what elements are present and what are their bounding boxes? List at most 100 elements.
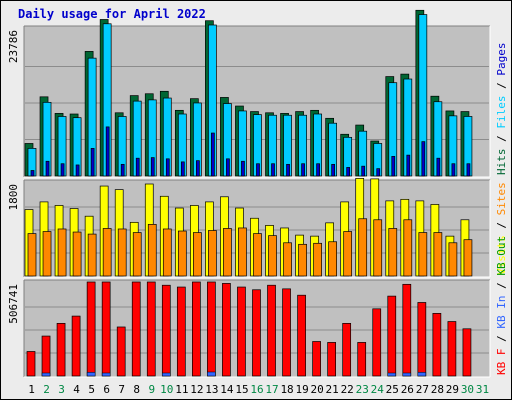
bar-kb-f xyxy=(131,281,141,377)
day-label: 7 xyxy=(118,383,125,396)
bar-pages xyxy=(376,168,381,177)
bar-kb-in xyxy=(207,371,216,377)
day-label: 5 xyxy=(88,383,95,396)
legend-entry: / xyxy=(495,329,508,349)
bar-kb-f xyxy=(176,286,186,377)
bar-sites xyxy=(448,242,458,277)
bar-sites xyxy=(72,231,82,277)
bar-sites xyxy=(177,230,187,277)
y-max-label: 1800 xyxy=(7,184,20,211)
bar-pages xyxy=(271,163,275,177)
bar-pages xyxy=(361,165,366,177)
bar-kb-in xyxy=(387,372,397,377)
bar-kb-f xyxy=(252,289,261,377)
bar-pages xyxy=(406,154,411,177)
bar-pages xyxy=(331,163,335,177)
bar-kb-f xyxy=(327,342,336,377)
day-label: 6 xyxy=(103,383,110,396)
bar-kb-f xyxy=(41,335,51,377)
bar-sites xyxy=(403,219,413,277)
y-max-label: 506741 xyxy=(7,284,20,324)
bar-pages xyxy=(421,141,426,177)
bar-kb-f xyxy=(342,322,352,377)
bar-sites xyxy=(463,239,473,277)
bar-kb-f xyxy=(56,322,66,377)
bar-pages xyxy=(211,132,215,177)
bar-kb-in xyxy=(41,372,51,377)
bar-kb-f xyxy=(297,294,306,377)
bar-kb-f xyxy=(357,342,367,377)
day-label: 26 xyxy=(401,383,414,396)
bar-kb-f xyxy=(312,341,321,377)
bar-pages xyxy=(180,161,185,177)
bar-sites xyxy=(298,243,307,277)
legend-entry: / xyxy=(495,76,508,96)
bar-kb-f xyxy=(116,326,126,377)
bar-sites xyxy=(57,228,67,277)
bar-sites xyxy=(147,224,157,277)
bar-sites xyxy=(253,233,262,277)
bar-sites xyxy=(87,233,97,277)
bar-pages xyxy=(196,160,200,177)
bar-kb-f xyxy=(222,283,231,377)
bar-pages xyxy=(286,163,290,177)
bar-kb-f xyxy=(101,281,111,377)
bar-pages xyxy=(45,160,50,177)
day-label: 25 xyxy=(386,383,399,396)
bar-sites xyxy=(27,233,37,277)
bar-kb-f xyxy=(447,321,457,377)
legend-entry: Hits xyxy=(495,149,508,176)
bar-sites xyxy=(238,227,247,277)
day-label: 27 xyxy=(416,383,429,396)
bar-sites xyxy=(42,231,52,277)
legend-hits-files-pages: Hits / Files / Pages xyxy=(495,43,508,176)
day-label: 9 xyxy=(148,383,155,396)
day-label: 4 xyxy=(73,383,80,396)
bar-kb-f xyxy=(282,288,291,377)
bar-kb-f xyxy=(402,283,412,377)
bar-sites xyxy=(358,218,368,277)
bar-pages xyxy=(30,170,35,177)
day-label: 20 xyxy=(311,383,324,396)
bar-pages xyxy=(150,157,155,177)
day-label: 28 xyxy=(431,383,444,396)
bar-sites xyxy=(193,232,202,277)
bar-sites xyxy=(117,228,127,277)
bar-pages xyxy=(451,163,456,177)
day-label: 14 xyxy=(220,383,234,396)
bar-kb-f xyxy=(432,313,442,377)
bar-pages xyxy=(391,156,396,177)
legend-entry: KB Out xyxy=(495,236,508,276)
bar-pages xyxy=(346,167,351,177)
day-label: 16 xyxy=(250,383,263,396)
bar-kb-f xyxy=(86,281,96,377)
legend-entry: / xyxy=(495,129,508,149)
bar-pages xyxy=(90,148,95,177)
bar-sites xyxy=(328,241,337,277)
bar-kb-in xyxy=(101,372,111,377)
legend-entry: Visits xyxy=(495,235,508,275)
day-label: 22 xyxy=(341,383,354,396)
legend-entry: / xyxy=(495,215,508,235)
bar-pages xyxy=(466,163,471,177)
y-max-label: 23786 xyxy=(7,30,20,63)
bar-sites xyxy=(102,228,112,277)
day-label: 29 xyxy=(446,383,459,396)
bar-sites xyxy=(433,232,443,277)
bar-pages xyxy=(316,163,320,177)
bar-kb-f xyxy=(237,286,246,377)
bar-kb-in xyxy=(417,372,427,377)
bar-kb-f xyxy=(267,284,276,377)
legend-visits-sites: Visits / Sites xyxy=(495,182,508,275)
bar-kb-f xyxy=(161,284,171,377)
bar-kb-in xyxy=(402,372,412,377)
bar-sites xyxy=(343,231,353,277)
bar-sites xyxy=(132,232,142,277)
bar-pages xyxy=(256,163,260,177)
bar-kb-f xyxy=(417,302,427,377)
bar-kb-f xyxy=(26,351,36,377)
day-label: 11 xyxy=(175,383,188,396)
chart-title: Daily usage for April 2022 xyxy=(18,7,206,21)
bar-kb-f xyxy=(387,295,397,377)
